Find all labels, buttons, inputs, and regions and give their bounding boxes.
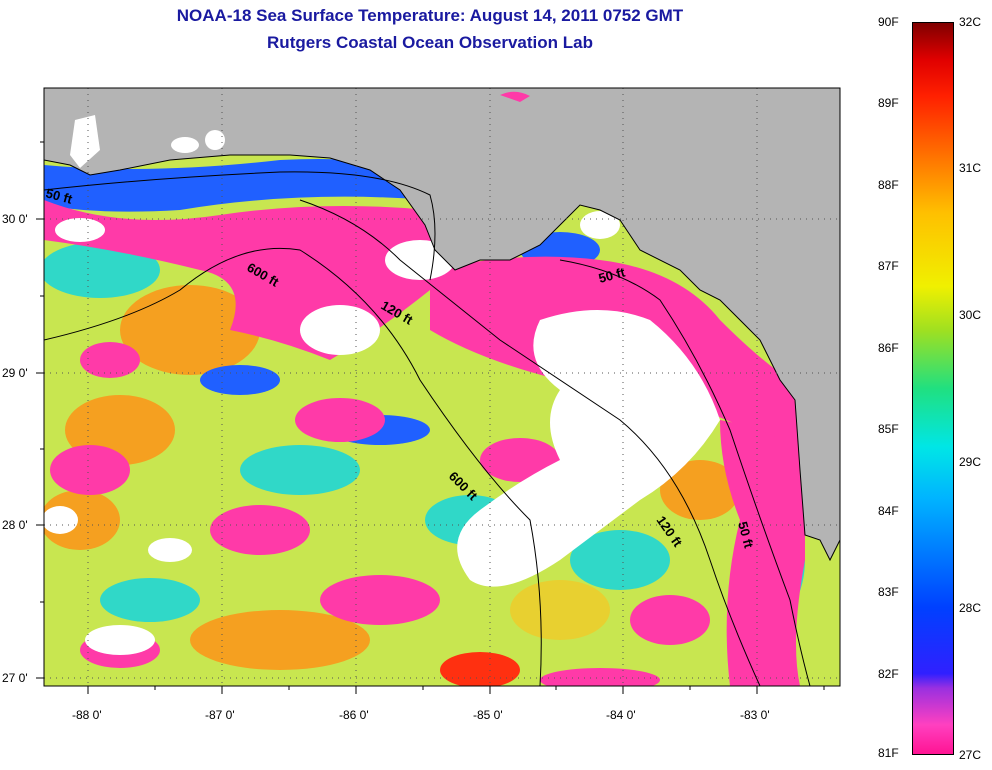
- colorbar-c-label: 30C: [959, 308, 982, 322]
- contour-label: 50 ft: [44, 185, 74, 207]
- colorbar-f-label: 84F: [878, 504, 899, 518]
- lon-label: -87 0': [205, 708, 235, 722]
- colorbar-c-label: 27C: [959, 748, 982, 762]
- lon-label: -88 0': [72, 708, 102, 722]
- colorbar-f-label: 81F: [878, 746, 899, 760]
- chart-subtitle: Rutgers Coastal Ocean Observation Lab: [267, 33, 593, 52]
- lat-label: 29 0': [2, 366, 28, 380]
- colorbar-c-label: 32C: [959, 15, 982, 29]
- colorbar-f-label: 85F: [878, 422, 899, 436]
- lake-feature: [500, 91, 530, 102]
- lon-label: -86 0': [339, 708, 369, 722]
- colorbar-f-label: 90F: [878, 15, 899, 29]
- contour-label: 50 ft: [735, 520, 757, 550]
- inland-water: [70, 115, 225, 168]
- depth-contours: [44, 171, 811, 686]
- colorbar-f-label: 89F: [878, 96, 899, 110]
- colorbar-f-label: 82F: [878, 667, 899, 681]
- lon-label: -83 0': [740, 708, 770, 722]
- lat-label: 30 0': [2, 212, 28, 226]
- chart-title: NOAA-18 Sea Surface Temperature: August …: [176, 6, 684, 25]
- colorbar-f-label: 83F: [878, 585, 899, 599]
- map-frame: [43, 87, 841, 687]
- axis-ticks: [36, 141, 825, 694]
- lon-label: -84 0': [606, 708, 636, 722]
- warm-water-patches: [44, 285, 740, 686]
- lat-label: 28 0': [2, 518, 28, 532]
- land-mass: [44, 88, 840, 562]
- colorbar-f-label: 87F: [878, 259, 899, 273]
- colorbar-c-label: 29C: [959, 455, 982, 469]
- contour-label: 50 ft: [597, 264, 627, 286]
- lon-label: -85 0': [473, 708, 503, 722]
- colorbar-f-label: 86F: [878, 341, 899, 355]
- colorbar-c-label: 28C: [959, 601, 982, 615]
- colorbar-f-label: 88F: [878, 178, 899, 192]
- temperature-colorbar: [912, 22, 954, 755]
- lat-label: 27 0': [2, 671, 28, 685]
- colorbar-c-label: 31C: [959, 161, 982, 175]
- graticule: [44, 88, 840, 686]
